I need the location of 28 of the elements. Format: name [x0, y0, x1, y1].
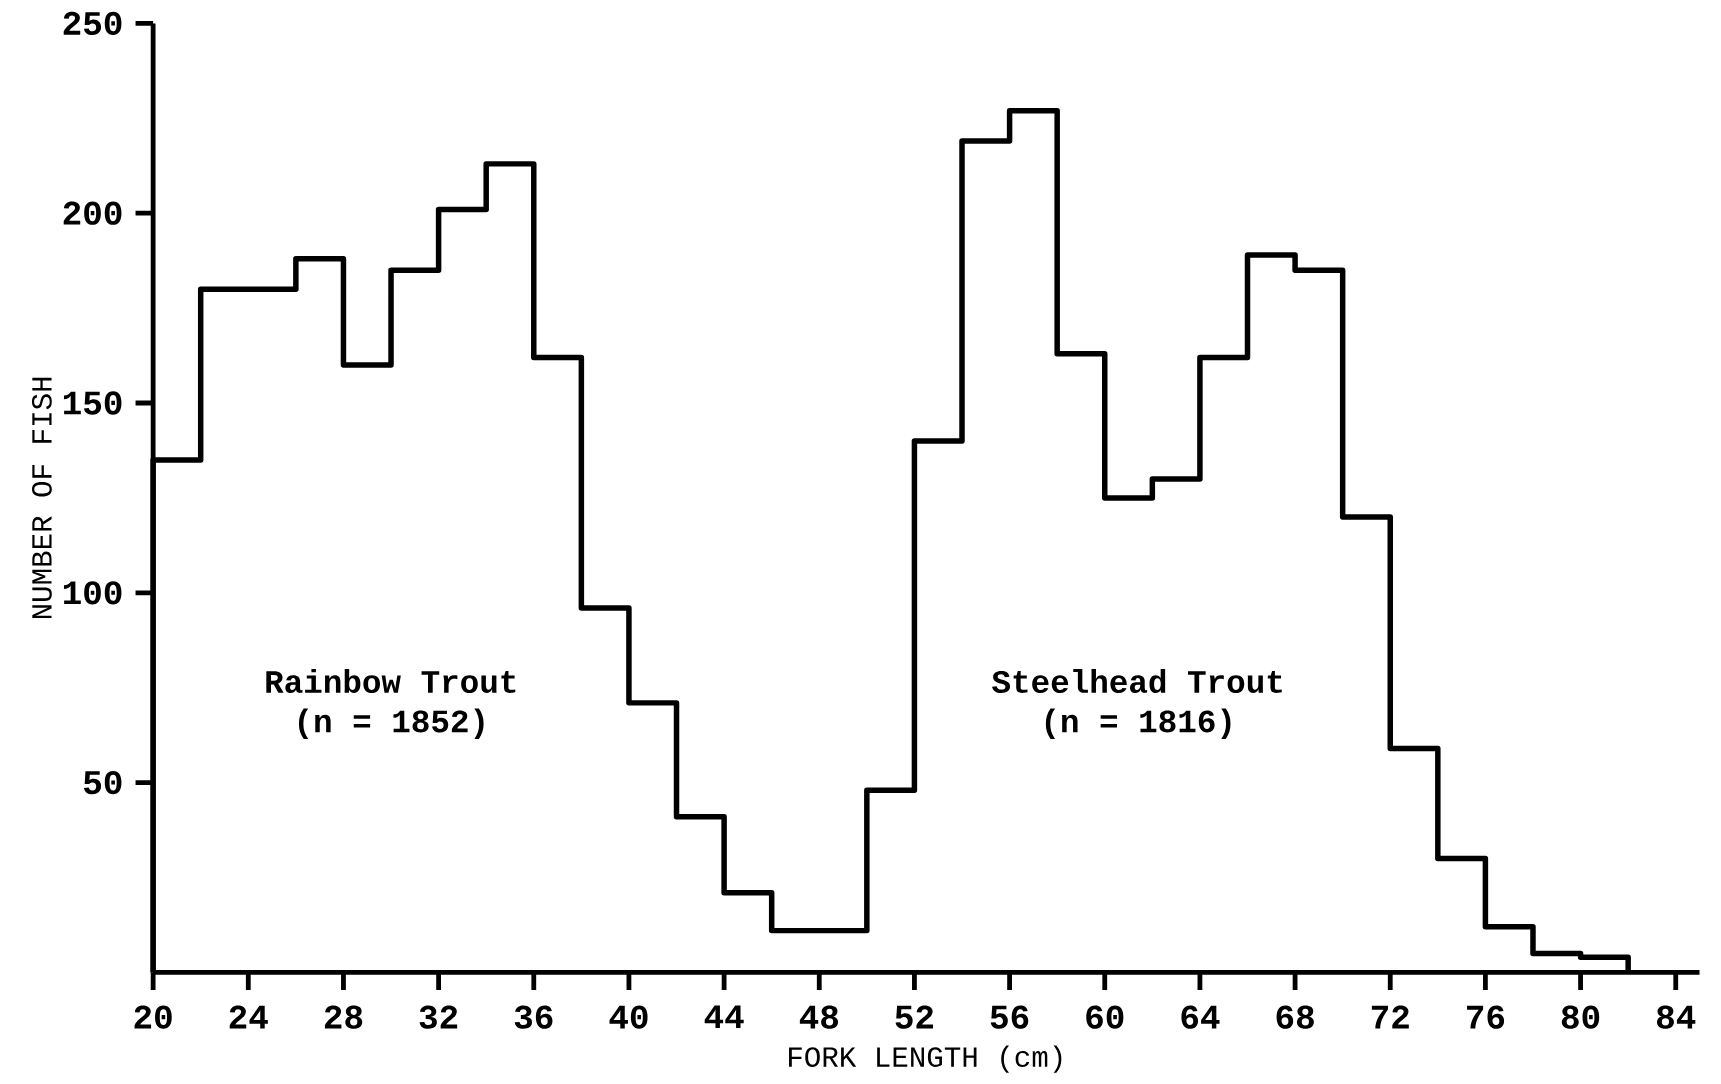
- x-axis-title: FORK LENGTH (cm): [789, 1045, 1062, 1073]
- annotation: (n = 1816): [1045, 708, 1231, 739]
- y-tick-label: 150: [63, 391, 122, 415]
- x-tick-label: 48: [799, 1005, 839, 1029]
- x-tick-label: 20: [134, 1005, 172, 1029]
- x-tick-label: 76: [1467, 1005, 1505, 1029]
- y-axis-title: NUMBER OF FISH: [32, 377, 52, 619]
- x-tick-label: 40: [609, 1005, 648, 1029]
- x-tick-label: 56: [990, 1005, 1029, 1029]
- x-tick-label: 84: [1656, 1005, 1696, 1029]
- annotation: Steelhead Trout: [992, 669, 1282, 693]
- x-tick-label: 68: [1276, 1005, 1314, 1029]
- y-tick-label: 200: [63, 201, 122, 225]
- y-tick-label: 100: [63, 581, 122, 605]
- x-tick-label: 80: [1561, 1005, 1600, 1029]
- y-tick-label: 50: [83, 770, 122, 795]
- x-tick-label: 36: [514, 1005, 553, 1029]
- annotation: Rainbow Trout: [266, 669, 516, 693]
- x-tick-label: 60: [1086, 1005, 1124, 1029]
- x-tick-label: 44: [704, 1005, 744, 1029]
- x-tick-label: 64: [1181, 1005, 1220, 1029]
- annotation: (n = 1852): [298, 708, 484, 739]
- y-tick-label: 250: [63, 11, 122, 35]
- x-tick-label: 24: [229, 1005, 268, 1029]
- x-tick-label: 28: [324, 1005, 363, 1029]
- x-tick-label: 72: [1371, 1005, 1409, 1029]
- x-tick-label: 52: [895, 1005, 933, 1029]
- x-tick-label: 32: [419, 1005, 458, 1029]
